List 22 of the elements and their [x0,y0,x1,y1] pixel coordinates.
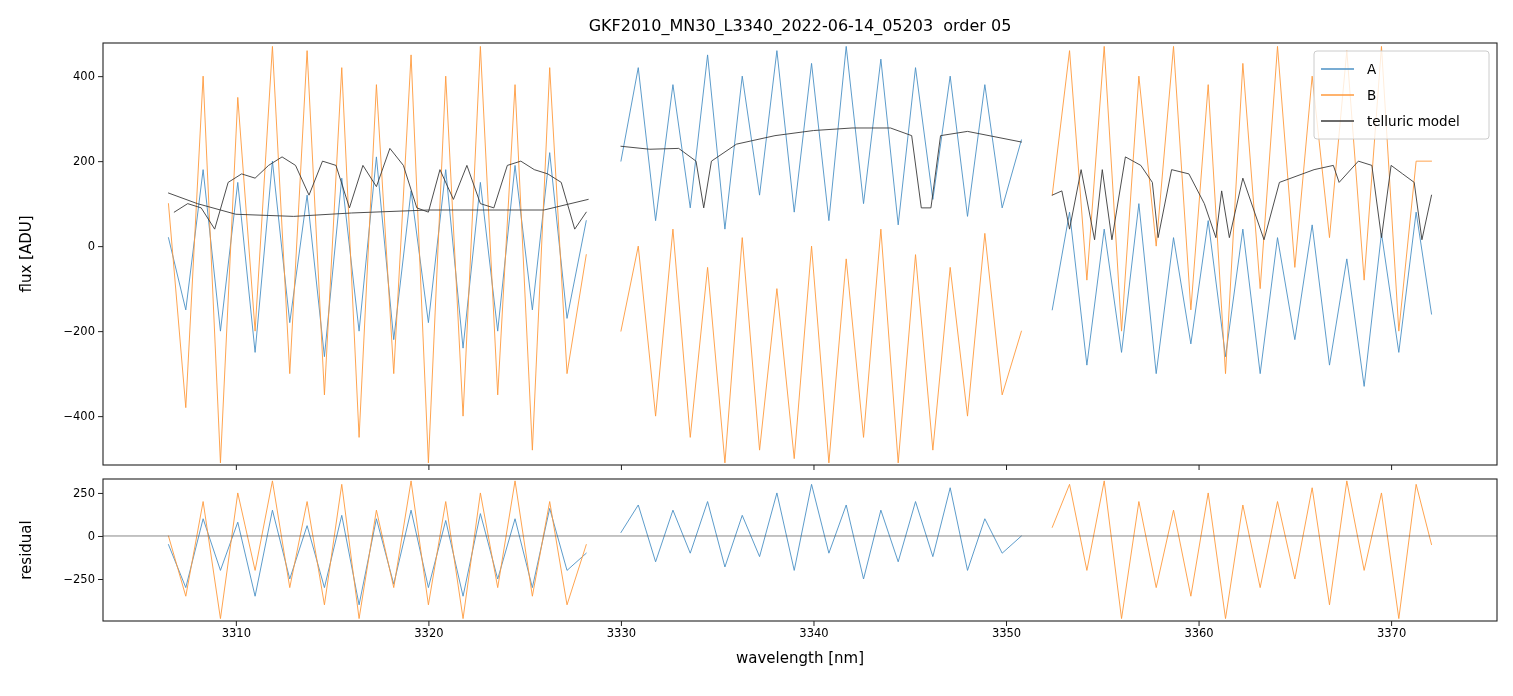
y-tick-label: 200 [73,154,95,169]
legend-label: telluric model [1367,113,1460,129]
series-label: B [1367,87,1377,103]
y-tick-label: 400 [73,69,95,84]
chart-title: GKF2010_MN30_L3340_2022-06-14_05203 order 05 [588,16,1012,36]
y-tick-label: −250 [63,572,95,587]
y-tick-label: −200 [63,324,95,339]
y-axis-title: flux [ADU] [17,215,35,293]
legend-label: A [1367,61,1377,77]
x-tick-label: 3330 [606,626,637,641]
y-tick-label: 0 [87,529,95,544]
x-tick-label: 3320 [414,626,444,641]
y-tick-label: 250 [73,486,95,501]
y-tick-label: 0 [87,239,95,254]
y-tick-label: −400 [63,409,95,424]
x-tick-label: 3340 [799,626,829,641]
x-tick-label: 3370 [1376,626,1407,641]
x-axis-title: wavelength [nm] [736,649,864,667]
x-tick-label: 3360 [1184,626,1214,641]
x-tick-label: 3310 [221,626,251,641]
y-axis-title: residual [17,520,35,580]
x-tick-label: 3350 [991,626,1022,641]
